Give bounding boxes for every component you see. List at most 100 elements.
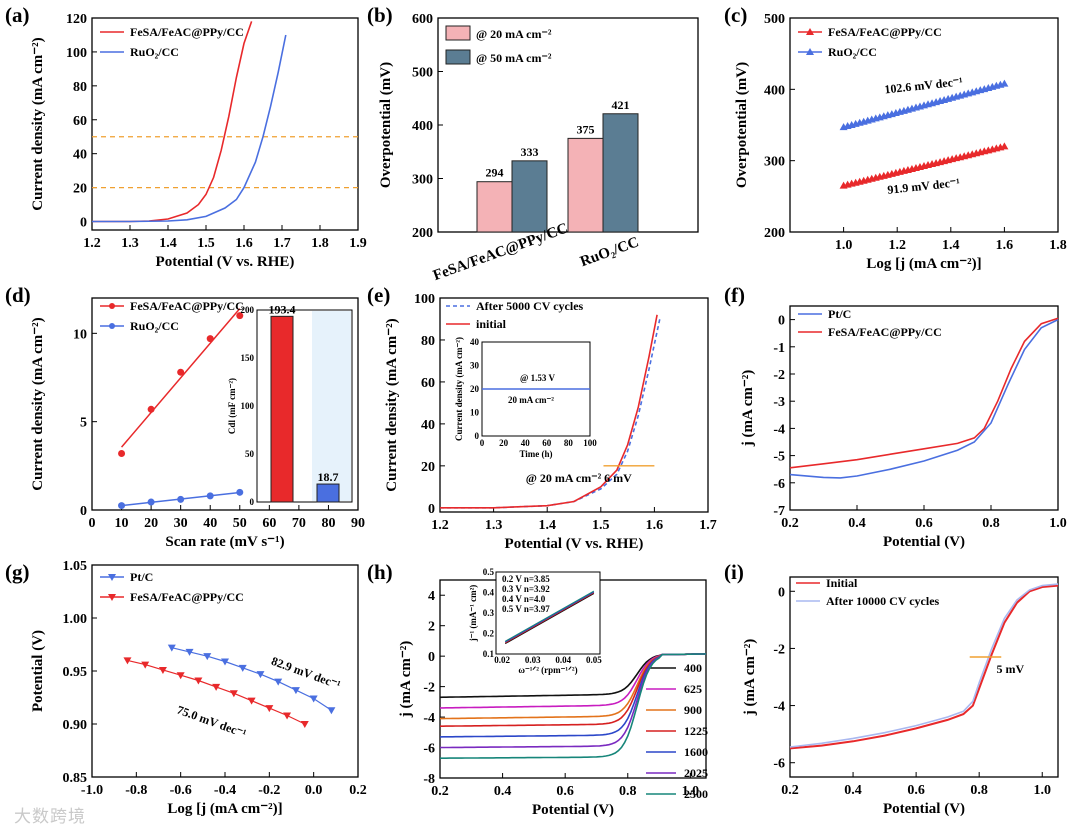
- x-tick-label: 1.7: [273, 236, 291, 251]
- data-point: [147, 498, 155, 506]
- y-tick-label: 400: [412, 119, 433, 134]
- y-tick-label: 100: [414, 292, 435, 307]
- inset-x-tick: 0.04: [555, 655, 571, 665]
- y-tick-label: 400: [764, 83, 785, 98]
- data-point: [123, 657, 132, 665]
- data-point: [176, 672, 185, 680]
- x-tick-label: 1.8: [1049, 238, 1067, 253]
- legend-0-marker: [109, 303, 115, 309]
- data-point: [265, 705, 274, 713]
- y-tick-label: -4: [773, 700, 785, 715]
- x-tick-label: 40: [203, 516, 217, 531]
- inset-y-tick: 100: [241, 401, 255, 411]
- legend-0-label: FeSA/FeAC@PPy/CC: [828, 25, 942, 39]
- fit-line: [120, 308, 241, 448]
- y-tick-label: 1.05: [63, 559, 88, 574]
- y-tick-label: -3: [773, 395, 785, 410]
- data-point: [229, 690, 238, 698]
- data-point: [291, 687, 300, 695]
- plot-frame-c: [789, 17, 1059, 233]
- data-point: [177, 368, 185, 376]
- inset-x-tick: 0.05: [586, 655, 602, 665]
- data-point: [147, 405, 155, 413]
- x-tick-label: 70: [292, 516, 306, 531]
- y-tick-label: 40: [421, 418, 435, 433]
- y-tick-label: -4: [423, 711, 435, 726]
- x-tick-label: 0.6: [907, 783, 925, 798]
- series-line-1: [789, 583, 1059, 748]
- series-line-0: [789, 584, 1059, 750]
- inset-y-tick: 0.3: [483, 608, 495, 618]
- x-tick-label: 0.4: [494, 784, 512, 799]
- panel-a: 1.2 1.3 1.4 1.5 1.6 1.7 1.8 1.9 0 20 40 60 80 100 120 P…: [30, 12, 367, 270]
- x-axis-label: Potential (V): [883, 801, 965, 817]
- y-tick-label: 4: [428, 589, 435, 604]
- legend-0-label: Pt/C: [130, 570, 153, 584]
- x-tick-label: 0.6: [556, 784, 574, 799]
- data-point: [118, 449, 126, 457]
- inset-y-tick: 0.4: [483, 588, 495, 598]
- y-tick-label: 20: [421, 460, 435, 475]
- inset-frame: [495, 571, 601, 655]
- x-tick-label: -0.4: [214, 783, 236, 798]
- x-tick-label: 0.4: [848, 516, 866, 531]
- y-tick-label: 20: [73, 182, 87, 197]
- x-tick-label: 1.2: [888, 238, 906, 253]
- slope-annotation: 82.9 mV dec⁻¹: [269, 654, 342, 692]
- legend-1-label: RuO₂/CC: [130, 45, 179, 59]
- x-tick-label: 1.4: [159, 236, 177, 251]
- y-tick-label: -6: [773, 477, 785, 492]
- x-tick-label: 0.0: [305, 783, 323, 798]
- inset-x-tick: 0: [480, 438, 485, 448]
- y-tick-label: 60: [421, 376, 435, 391]
- y-tick-label: -6: [773, 757, 785, 772]
- inset-x-tick: 100: [583, 438, 597, 448]
- y-tick-label: 0.85: [63, 771, 88, 786]
- x-tick-label: 1.0: [835, 238, 853, 253]
- legend-swatch: [445, 49, 471, 65]
- data-point: [158, 666, 167, 674]
- panel-f: 0.2 0.4 0.6 0.8 1.0 0 -1 -2 -3 -4 -5 -6 -7 Potential …: [740, 305, 1067, 550]
- inset-y-tick: 200: [241, 305, 255, 315]
- inset-y-tick: 0: [475, 431, 480, 441]
- x-tick-label: -0.6: [170, 783, 192, 798]
- series-line-2: [440, 653, 707, 720]
- y-tick-label: -2: [773, 368, 785, 383]
- legend-label: initial: [476, 317, 507, 331]
- y-tick-label: -8: [423, 772, 435, 787]
- panel-label-c: (c): [724, 3, 748, 27]
- data-point: [167, 644, 176, 652]
- slope-annotation: 102.6 mV dec⁻¹: [884, 74, 964, 96]
- y-tick-label: 0: [428, 502, 435, 517]
- legend-0-label: FeSA/FeAC@PPy/CC: [130, 25, 244, 39]
- x-tick-label: -0.2: [258, 783, 280, 798]
- y-tick-label: 60: [73, 114, 87, 129]
- inset-x-tick: 0.02: [494, 655, 510, 665]
- inset-x-label: ω⁻¹ᐟ² (rpm⁻¹ᐟ²): [518, 665, 577, 675]
- x-tick-label: 10: [115, 516, 129, 531]
- panel-c: 1.0 1.2 1.4 1.6 1.8 200 300 400 500 Log [j (mA cm…: [734, 12, 1067, 272]
- x-tick-label: 1.3: [485, 518, 503, 533]
- y-tick-label: 120: [66, 12, 87, 27]
- inset-y-label: j⁻¹ (mA⁻¹ cm²): [468, 585, 478, 643]
- inset-fit-line: [504, 592, 595, 644]
- legend-0-label: FeSA/FeAC@PPy/CC: [130, 299, 244, 313]
- panel-label-e: (e): [367, 283, 391, 307]
- x-tick-label: 1.0: [1033, 783, 1051, 798]
- inset-x-tick: 80: [564, 438, 574, 448]
- x-tick-label: 1.4: [538, 518, 556, 533]
- x-tick-label: 50: [233, 516, 247, 531]
- inset-x-label: Time (h): [519, 449, 552, 459]
- inset-y-tick: 0.5: [483, 567, 495, 577]
- x-tick-label: 20: [144, 516, 158, 531]
- bar: [476, 181, 513, 233]
- y-axis-label: j (mA cm⁻²): [740, 370, 756, 448]
- series-line-1: [440, 653, 707, 709]
- legend-0-marker: [108, 574, 116, 581]
- x-tick-label: 1.6: [646, 518, 664, 533]
- x-axis-label: Potential (V): [532, 802, 614, 818]
- x-axis-label: Potential (V vs. RHE): [156, 254, 295, 270]
- x-tick-label: 0.2: [431, 784, 449, 799]
